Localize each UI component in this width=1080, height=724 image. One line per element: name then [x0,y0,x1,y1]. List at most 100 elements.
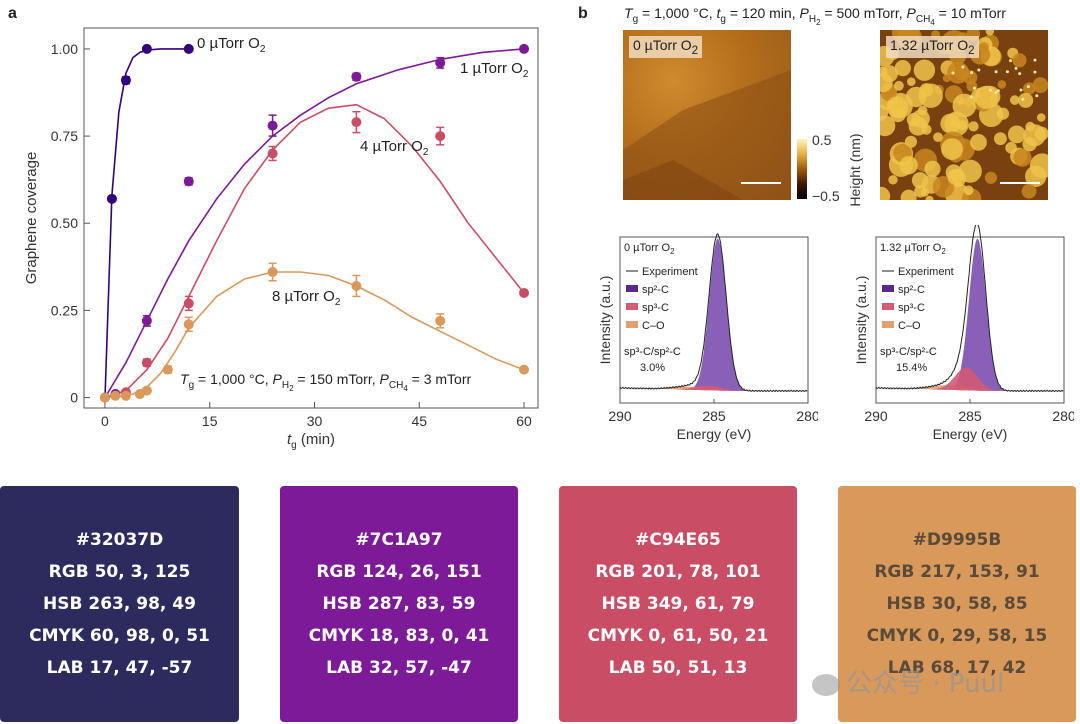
data-point [519,287,530,298]
series-curve-0 [104,48,189,398]
legend-label: sp³-C [642,302,669,314]
swatch-hsb: HSB 287, 83, 59 [322,594,476,614]
data-point [519,364,530,375]
x-tick-label: 285 [958,408,982,424]
afm-image-0: 0 µTorr O2 [623,30,791,200]
y-tick-label: 0.75 [51,128,78,144]
swatch-lab: LAB 32, 57, -47 [326,658,472,678]
swatch-1: #32037D RGB 50, 3, 125 HSB 263, 98, 49 C… [0,486,239,722]
swatch-hsb: HSB 30, 58, 85 [886,594,1028,614]
x-tick-label: 45 [411,413,427,429]
swatch-hex: #D9995B [912,530,1002,550]
panel-a-letter: a [8,5,17,22]
legend-swatch [882,321,894,328]
legend-swatch [882,285,894,292]
legend-label: C–O [642,320,665,332]
ratio-label: sp³-C/sp²-C [880,346,937,358]
x-tick-label: 290 [608,408,632,424]
legend-label: Experiment [642,266,698,278]
experiment-line [875,225,1064,393]
ratio-value: 15.4% [896,362,927,374]
swatch-rgb: RGB 124, 26, 151 [316,562,482,582]
data-point [162,364,173,375]
x-axis: 0 15 30 45 60 [101,402,532,429]
data-point [106,193,117,204]
legend-swatch [626,303,638,310]
panel-b-conditions: Tg = 1,000 °C, tg = 120 min, PH2 = 500 m… [624,5,1006,27]
colorbar-label: Height (nm) [847,133,863,206]
colorbar [797,139,807,199]
data-point [351,71,362,82]
swatch-hex: #C94E65 [635,530,721,550]
legend-label: Experiment [898,266,954,278]
swatch-cmyk: CMYK 18, 83, 0, 41 [308,626,490,646]
y-tick-label: 1.00 [51,41,78,57]
swatch-hsb: HSB 349, 61, 79 [601,594,755,614]
swatch-3: #C94E65 RGB 201, 78, 101 HSB 349, 61, 79… [559,486,797,722]
afm-image-0-label: 0 µTorr O2 [629,36,703,58]
y-axis: 0 0.25 0.50 0.75 1.00 [51,41,90,406]
sp2-area [620,238,808,391]
data-point [99,392,110,403]
swatch-rgb: RGB 201, 78, 101 [595,562,761,582]
y-tick-label: 0 [70,390,78,406]
data-point [183,319,194,330]
legend-swatch [626,285,638,292]
colorbar-max: 0.5 [812,132,832,148]
x-tick-label: 60 [516,413,532,429]
data-point [120,390,131,401]
panel-b-letter: b [578,5,588,22]
data-point [141,315,152,326]
x-tick-label: 0 [101,413,109,429]
data-point [519,43,530,54]
x-tick-label: 30 [307,413,323,429]
legend-swatch [882,303,894,310]
data-point [183,43,194,54]
panel-b-header: b Tg = 1,000 °C, tg = 120 min, PH2 = 500… [578,5,1006,27]
series-label: 0 µTorr O2 [197,35,266,55]
swatch-hex: #7C1A97 [355,530,443,550]
x-tick-label: 280 [1052,408,1074,424]
y-axis-label: Intensity (a.u.) [597,276,613,365]
colorbar-min: −0.5 [812,188,840,204]
series-label: 1 µTorr O2 [460,60,529,80]
series-curve-1 [104,48,525,398]
x-tick-label: 15 [202,413,218,429]
growth-conditions: Tg = 1,000 °C, PH2 = 150 mTorr, PCH4 = 3… [180,371,472,393]
swatch-2: #7C1A97 RGB 124, 26, 151 HSB 287, 83, 59… [280,486,518,722]
scale-bar [741,182,781,184]
x-tick-label: 285 [702,408,726,424]
watermark-text: 公众号 · Puul [846,669,1005,699]
x-tick-label: 290 [864,408,888,424]
swatch-hex: #32037D [75,530,164,550]
sp2-area [876,238,1064,391]
ratio-value: 3.0% [640,362,665,374]
swatch-rgb: RGB 217, 153, 91 [874,562,1040,582]
y-tick-label: 0.25 [51,302,78,318]
experiment-line [619,233,808,393]
swatch-rgb: RGB 50, 3, 125 [48,562,191,582]
y-axis-label: Intensity (a.u.) [853,276,869,365]
data-point [141,357,152,368]
swatch-cmyk: CMYK 0, 61, 50, 21 [587,626,769,646]
sp3-area [876,367,1064,391]
legend-swatch [626,321,638,328]
data-point [267,148,278,159]
data-point [435,57,446,68]
data-point [120,75,131,86]
data-point [351,117,362,128]
plot-frame [83,27,539,409]
spectrum-title: 1.32 µTorr O2 [880,242,946,256]
legend-label: sp²-C [642,284,669,296]
x-tick-label: 280 [796,408,818,424]
swatch-cmyk: CMYK 0, 29, 58, 15 [866,626,1048,646]
xps-spectrum-0: 290 285 280 Energy (eV) Intensity (a.u.) 0 µT… [597,233,818,442]
series-label: 8 µTorr O2 [272,288,341,308]
y-tick-label: 0.50 [51,215,78,231]
legend-label: C–O [898,320,921,332]
data-point [351,280,362,291]
swatch-hsb: HSB 263, 98, 49 [43,594,196,614]
data-point [110,390,121,401]
x-axis-label: tg (min) [287,431,335,451]
legend-label: sp³-C [898,302,925,314]
